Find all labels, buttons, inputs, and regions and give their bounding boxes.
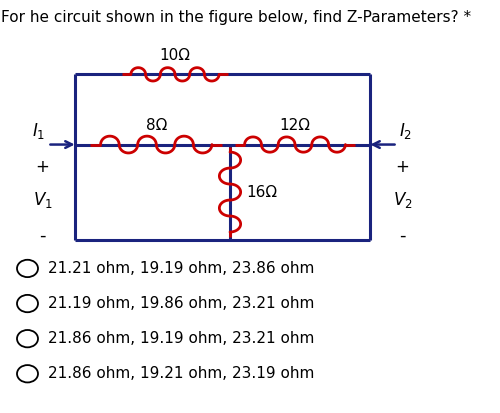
Text: 21.86 ohm, 19.19 ohm, 23.21 ohm: 21.86 ohm, 19.19 ohm, 23.21 ohm [48, 331, 314, 346]
Text: +: + [396, 158, 409, 176]
Text: 10Ω: 10Ω [160, 48, 190, 63]
Text: 8Ω: 8Ω [146, 118, 167, 133]
Text: 16Ω: 16Ω [246, 185, 277, 199]
Text: 12Ω: 12Ω [280, 118, 310, 133]
Text: -: - [400, 226, 406, 244]
Text: 21.21 ohm, 19.19 ohm, 23.86 ohm: 21.21 ohm, 19.19 ohm, 23.86 ohm [48, 261, 314, 276]
Text: $V_1$: $V_1$ [32, 190, 52, 210]
Text: +: + [36, 158, 50, 176]
Text: -: - [39, 226, 46, 244]
Text: 21.86 ohm, 19.21 ohm, 23.19 ohm: 21.86 ohm, 19.21 ohm, 23.19 ohm [48, 366, 314, 381]
Text: 21.19 ohm, 19.86 ohm, 23.21 ohm: 21.19 ohm, 19.86 ohm, 23.21 ohm [48, 296, 314, 311]
Text: $V_2$: $V_2$ [392, 190, 412, 210]
Text: $I_2$: $I_2$ [400, 121, 412, 141]
Text: For he circuit shown in the figure below, find Z-Parameters? *: For he circuit shown in the figure below… [1, 10, 471, 25]
Text: $I_1$: $I_1$ [32, 121, 46, 141]
